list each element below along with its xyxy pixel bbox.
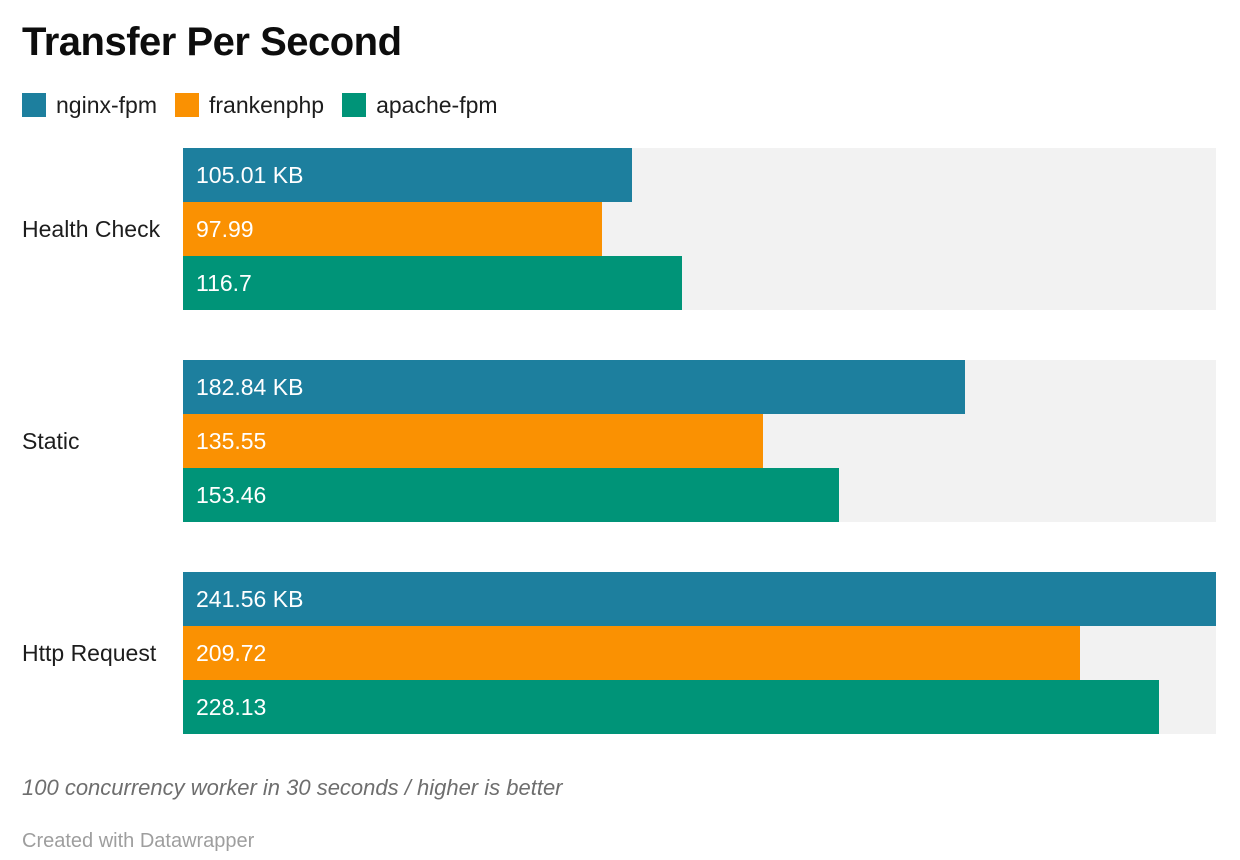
bar-track: 105.01 KB bbox=[183, 148, 1216, 202]
bar-track: 97.99 bbox=[183, 202, 1216, 256]
bar-value-label: 135.55 bbox=[196, 427, 267, 454]
bar-nginx-fpm: 105.01 KB bbox=[183, 148, 633, 202]
category-label: Static bbox=[22, 428, 80, 454]
bar-value-label: 182.84 KB bbox=[196, 373, 304, 400]
bar-nginx-fpm: 241.56 KB bbox=[183, 572, 1216, 626]
bar-rows: 241.56 KB 209.72 228.13 bbox=[183, 572, 1216, 734]
bar-value-label: 153.46 bbox=[196, 481, 267, 508]
bar-value-label: 116.7 bbox=[196, 269, 252, 296]
bar-rows: 182.84 KB 135.55 153.46 bbox=[183, 360, 1216, 522]
bar-track: 228.13 bbox=[183, 680, 1216, 734]
legend-item-apache-fpm: apache-fpm bbox=[342, 92, 498, 118]
chart-title: Transfer Per Second bbox=[22, 20, 402, 64]
bar-group-http-request: Http Request 241.56 KB 209.72 228.13 bbox=[22, 572, 1216, 734]
bar-value-label: 241.56 KB bbox=[196, 585, 304, 612]
bar-track: 116.7 bbox=[183, 256, 1216, 310]
bar-value-label: 97.99 bbox=[196, 215, 254, 242]
bar-group-health-check: Health Check 105.01 KB 97.99 116.7 bbox=[22, 148, 1216, 310]
bar-value-label: 228.13 bbox=[196, 693, 267, 720]
bar-apache-fpm: 228.13 bbox=[183, 680, 1159, 734]
bar-nginx-fpm: 182.84 KB bbox=[183, 360, 965, 414]
category-label: Http Request bbox=[22, 640, 157, 666]
category-label: Health Check bbox=[22, 216, 161, 242]
footnote: 100 concurrency worker in 30 seconds / h… bbox=[22, 775, 563, 800]
legend-item-nginx-fpm: nginx-fpm bbox=[22, 92, 157, 118]
bar-track: 209.72 bbox=[183, 626, 1216, 680]
bar-apache-fpm: 116.7 bbox=[183, 256, 683, 310]
bar-frankenphp: 135.55 bbox=[183, 414, 763, 468]
legend-item-frankenphp: frankenphp bbox=[174, 92, 325, 118]
legend-swatch-frankenphp bbox=[174, 93, 199, 117]
bar-value-label: 105.01 KB bbox=[196, 161, 304, 188]
legend-label: frankenphp bbox=[208, 92, 325, 118]
bar-apache-fpm: 153.46 bbox=[183, 468, 840, 522]
bar-frankenphp: 209.72 bbox=[183, 626, 1080, 680]
legend-label: apache-fpm bbox=[376, 92, 498, 118]
byline-link[interactable]: Created with Datawrapper bbox=[22, 830, 255, 852]
bar-plot: Health Check 105.01 KB 97.99 116.7 bbox=[22, 148, 1216, 734]
bar-frankenphp: 97.99 bbox=[183, 202, 603, 256]
bar-track: 241.56 KB bbox=[183, 572, 1216, 626]
bar-group-static: Static 182.84 KB 135.55 153.46 bbox=[22, 360, 1216, 522]
legend-label: nginx-fpm bbox=[56, 92, 157, 118]
bar-track: 182.84 KB bbox=[183, 360, 1216, 414]
legend-swatch-apache-fpm bbox=[342, 93, 367, 117]
legend-swatch-nginx-fpm bbox=[22, 93, 46, 117]
legend: nginx-fpm frankenphp apache-fpm bbox=[22, 92, 1216, 118]
bar-rows: 105.01 KB 97.99 116.7 bbox=[183, 148, 1216, 310]
bar-value-label: 209.72 bbox=[196, 639, 267, 666]
bar-track: 153.46 bbox=[183, 468, 1216, 522]
bar-track: 135.55 bbox=[183, 414, 1216, 468]
